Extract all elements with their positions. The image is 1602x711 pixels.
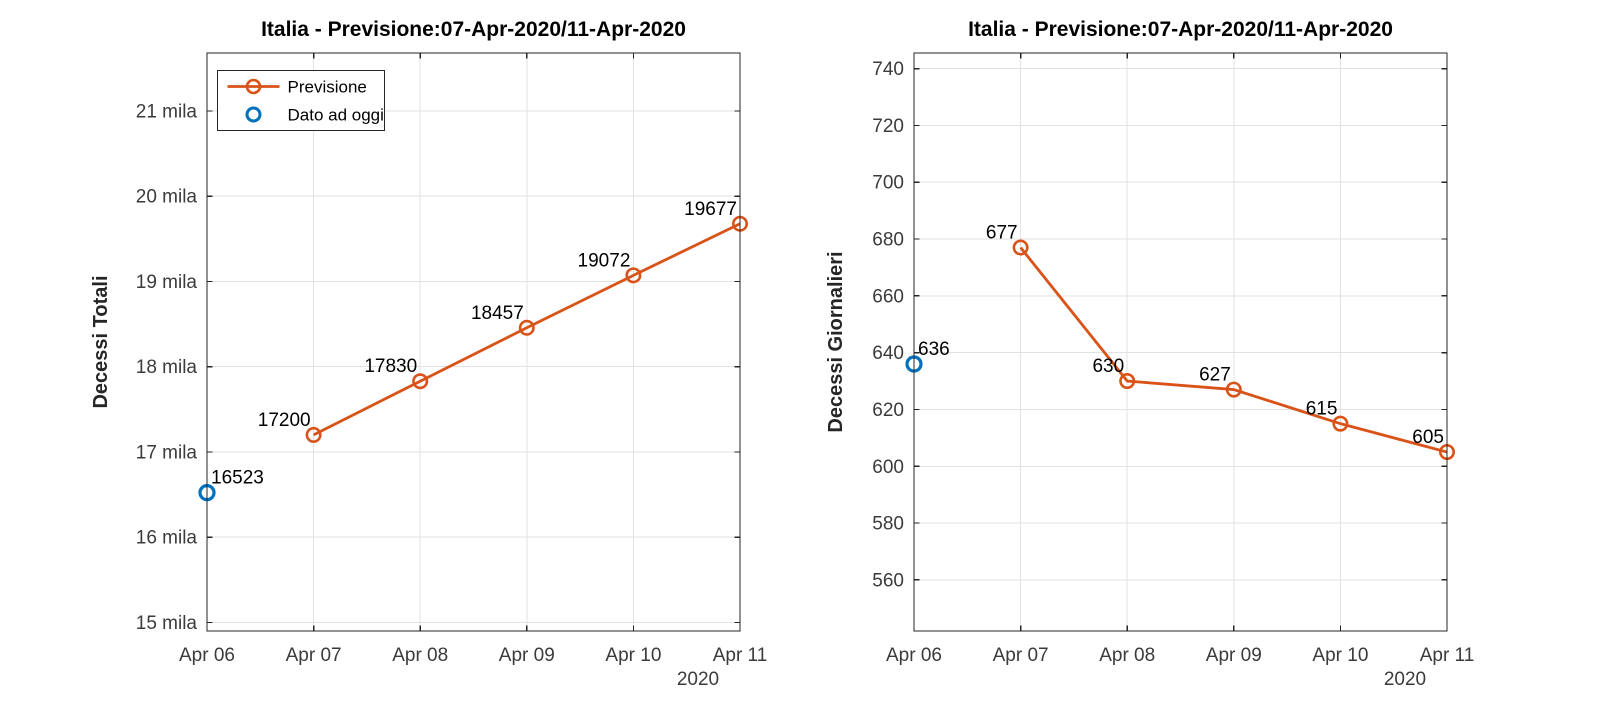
- y-axis-title: Decessi Giornalieri: [825, 251, 847, 432]
- series-line-previsione: [312, 222, 741, 437]
- marker-previsione: [1225, 381, 1242, 398]
- y-tick-label: 19 mila: [136, 272, 198, 293]
- marker-previsione: [412, 373, 429, 390]
- data-point-label: 17830: [364, 356, 417, 377]
- y-tick-label: 18 mila: [136, 357, 198, 378]
- x-tick-label: Apr 08: [1099, 645, 1155, 666]
- y-tick-label: 700: [872, 173, 904, 194]
- chart-title: Italia - Previsione:07-Apr-2020/11-Apr-2…: [261, 18, 686, 41]
- legend-label: Previsione: [288, 78, 367, 97]
- y-tick-label: 16 mila: [136, 528, 198, 549]
- data-point-label: 677: [986, 223, 1018, 244]
- y-tick-label: 740: [872, 59, 904, 80]
- marker-previsione: [1012, 239, 1029, 256]
- x-tick-label: Apr 06: [886, 645, 942, 666]
- x-tick-label: Apr 10: [1312, 645, 1368, 666]
- chart-decessi-giornalieri: 677 630 627 615 605 636 Apr 06 Apr 07 Apr 08 Apr …: [825, 18, 1474, 690]
- y-axis-title: Decessi Totali: [90, 275, 112, 408]
- y-tick-label: 620: [872, 400, 904, 421]
- series-line-previsione: [1019, 246, 1448, 454]
- marker-previsione: [1332, 415, 1349, 432]
- y-tick-label: 580: [872, 514, 904, 535]
- y-tick-label: 20 mila: [136, 187, 198, 208]
- x-tick-label: Apr 09: [1206, 645, 1262, 666]
- x-tick-label: Apr 11: [713, 645, 768, 666]
- y-tick-label: 660: [872, 286, 904, 307]
- chart-decessi-totali: 17200 17830 18457 19072 19677 16523 Apr 06 Apr …: [90, 18, 767, 690]
- x-tick-label: Apr 07: [286, 645, 342, 666]
- legend-frame: [217, 70, 385, 131]
- plot-frame: [913, 52, 1448, 632]
- legend-line-circle-icon: [245, 78, 262, 95]
- y-tick-label: 560: [872, 570, 904, 591]
- y-tick-label: 640: [872, 343, 904, 364]
- legend-label: Dato ad oggi: [288, 106, 384, 125]
- x-tick-label: Apr 11: [1420, 645, 1475, 666]
- x-tick-label: Apr 07: [993, 645, 1049, 666]
- data-point-label: 18457: [471, 303, 524, 324]
- y-tick-label: 720: [872, 116, 904, 137]
- y-tick-label: 21 mila: [136, 101, 198, 122]
- x-tick-label: Apr 09: [499, 645, 555, 666]
- data-point-label: 16523: [211, 468, 264, 489]
- x-tick-label: Apr 06: [179, 645, 235, 666]
- marker-previsione: [305, 426, 322, 443]
- marker-previsione: [518, 319, 535, 336]
- y-tick-label: 17 mila: [136, 442, 198, 463]
- marker-previsione: [625, 267, 642, 284]
- y-tick-label: 15 mila: [136, 613, 198, 634]
- data-point-label: 605: [1412, 427, 1444, 448]
- legend-box: Previsione Dato ad oggi: [217, 70, 385, 131]
- data-point-label: 636: [918, 339, 950, 360]
- y-tick-label: 680: [872, 230, 904, 251]
- x-tick-label: Apr 10: [605, 645, 661, 666]
- year-label: 2020: [1384, 669, 1426, 690]
- data-point-label: 19677: [684, 199, 737, 220]
- data-point-label: 627: [1199, 365, 1231, 386]
- data-point-label: 615: [1306, 399, 1338, 420]
- year-label: 2020: [677, 669, 719, 690]
- data-point-label: 19072: [578, 250, 631, 271]
- plot-frame: [206, 52, 741, 632]
- chart-title: Italia - Previsione:07-Apr-2020/11-Apr-2…: [968, 18, 1393, 41]
- legend-circle-icon: [245, 106, 262, 123]
- y-tick-label: 600: [872, 457, 904, 478]
- x-tick-label: Apr 08: [392, 645, 448, 666]
- data-point-label: 17200: [258, 410, 311, 431]
- marker-previsione: [1119, 373, 1136, 390]
- data-point-label: 630: [1092, 356, 1124, 377]
